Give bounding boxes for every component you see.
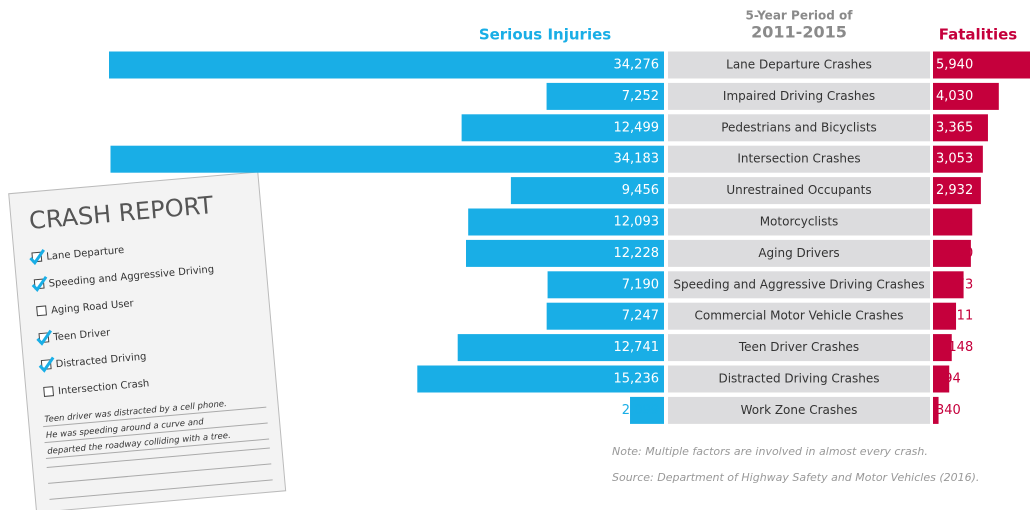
category-label: Teen Driver Crashes: [738, 340, 859, 354]
note-rule: [49, 479, 273, 500]
row-band: [668, 51, 930, 79]
row-band: [668, 114, 930, 142]
checkmark: [36, 329, 53, 346]
checkmark: [31, 275, 48, 293]
bar: [933, 334, 952, 362]
row-band: [668, 145, 930, 173]
value-label: 15,236: [614, 372, 660, 387]
value-label: 1,411: [936, 309, 973, 324]
row-band: [668, 82, 930, 110]
value-label: 1,873: [936, 277, 973, 292]
category-label: Motorcyclists: [760, 215, 839, 229]
bar: [933, 396, 939, 424]
value-label: 994: [936, 372, 961, 387]
bar: [933, 114, 988, 142]
value-label: 7,247: [622, 309, 659, 324]
row-band: [668, 177, 930, 205]
bar: [933, 365, 950, 393]
category-label: Impaired Driving Crashes: [723, 89, 875, 103]
value-label: 3,365: [936, 120, 973, 135]
row-band: [668, 365, 930, 393]
value-label: 2,402: [936, 215, 973, 230]
bar: [933, 271, 964, 299]
row-band: [668, 396, 930, 424]
bar: [933, 51, 1030, 79]
category-label: Lane Departure Crashes: [726, 58, 872, 72]
bar: [547, 271, 664, 299]
row-band: [668, 271, 930, 299]
category-label: Intersection Crashes: [737, 152, 860, 166]
value-label: 2,932: [936, 183, 973, 198]
row-band: [668, 302, 930, 330]
row-band: [668, 334, 930, 362]
bar: [546, 82, 664, 110]
bar: [466, 239, 664, 267]
value-label: 9,456: [622, 183, 659, 198]
checkbox: [43, 386, 55, 397]
value-label: 4,030: [936, 89, 973, 104]
series-header: Serious Injuries: [479, 26, 611, 44]
value-label: 7,190: [622, 277, 659, 292]
bar: [510, 177, 664, 205]
value-label: 3,053: [936, 152, 973, 167]
bar: [457, 334, 664, 362]
value-label: 12,499: [614, 120, 660, 135]
checkmark: [38, 356, 55, 373]
note-rule: [43, 406, 267, 428]
bar: [933, 239, 971, 267]
row-band: [668, 239, 930, 267]
category-label: Unrestrained Occupants: [726, 183, 871, 197]
bar: [109, 51, 664, 79]
value-label: 5,940: [936, 58, 973, 73]
value-label: 12,741: [614, 340, 660, 355]
bar: [546, 302, 664, 330]
note-rule: [46, 447, 270, 468]
bar: [933, 208, 973, 236]
bar: [933, 302, 957, 330]
category-label: Distracted Driving Crashes: [718, 372, 879, 386]
bar: [933, 177, 981, 205]
checkmark: [29, 249, 45, 266]
value-label: 12,093: [614, 215, 660, 230]
note: Note: Multiple factors are involved in a…: [612, 445, 928, 458]
subtitle: 5-Year Period of: [746, 9, 854, 23]
bar: [630, 396, 664, 424]
note: Source: Department of Highway Safety and…: [612, 471, 979, 484]
bar: [417, 365, 664, 393]
bar: [110, 145, 665, 173]
note-rule: [45, 438, 270, 460]
value-label: 2,099: [622, 403, 659, 418]
category-label: Speeding and Aggressive Driving Crashes: [673, 277, 924, 291]
value-label: 34,183: [614, 152, 660, 167]
value-label: 12,228: [614, 246, 660, 261]
bar: [461, 114, 664, 142]
category-label: Work Zone Crashes: [741, 403, 858, 417]
value-label: 34,276: [614, 58, 660, 73]
bar: [468, 208, 664, 236]
period: 2011-2015: [751, 23, 847, 42]
value-label: 7,252: [622, 89, 659, 104]
value-label: 1,148: [936, 340, 973, 355]
note-rule: [44, 422, 268, 444]
series-header: Fatalities: [939, 26, 1018, 44]
value-label: 2,320: [936, 246, 973, 261]
category-label: Aging Drivers: [758, 246, 839, 260]
category-label: Pedestrians and Bicyclists: [721, 120, 877, 134]
value-label: 340: [936, 403, 961, 418]
note-rule: [48, 463, 272, 484]
report-item: Teen Driver: [52, 327, 112, 343]
bar: [933, 82, 999, 110]
bar: [933, 145, 983, 173]
checkbox: [36, 305, 47, 317]
row-band: [668, 208, 930, 236]
category-label: Commercial Motor Vehicle Crashes: [695, 309, 904, 323]
